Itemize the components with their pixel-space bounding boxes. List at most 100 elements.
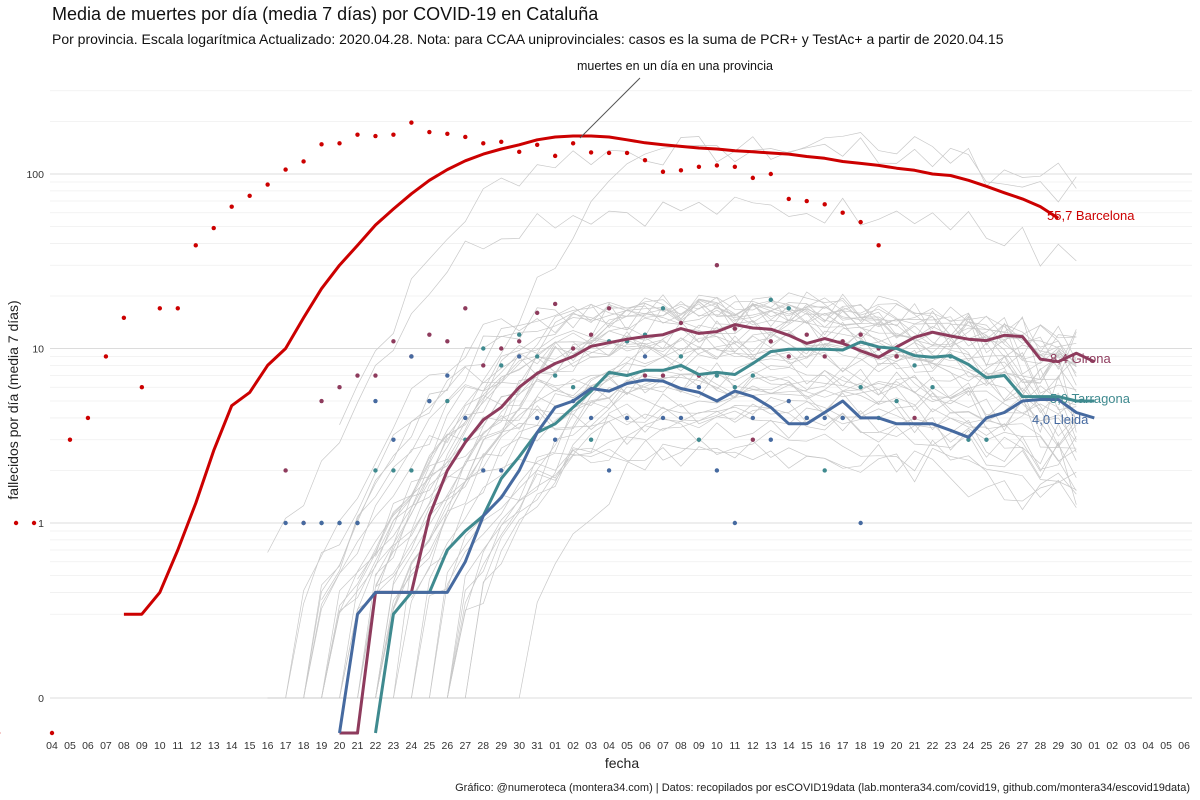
daily-point-lleida <box>534 415 540 421</box>
x-tick-label: 13 <box>765 740 777 752</box>
daily-point-lleida <box>463 415 468 421</box>
background-province-line <box>393 319 1077 699</box>
daily-point-barcelona <box>247 193 252 199</box>
background-province-line <box>285 390 1077 699</box>
background-province-line <box>303 362 1077 699</box>
daily-point-barcelona <box>732 164 738 169</box>
daily-point-barcelona <box>121 315 127 320</box>
background-province-line <box>321 443 1077 699</box>
x-tick-label: 26 <box>999 740 1011 752</box>
daily-point-barcelona <box>588 150 594 155</box>
background-province-line <box>267 370 1077 699</box>
daily-point-girona <box>552 301 558 307</box>
daily-point-lleida <box>714 468 720 473</box>
x-tick-label: 16 <box>819 740 831 752</box>
daily-point-lleida <box>858 520 863 526</box>
daily-point-girona <box>319 398 324 404</box>
x-axis-title: fecha <box>605 755 639 771</box>
background-province-line <box>303 366 1077 699</box>
daily-point-girona <box>786 354 791 359</box>
background-province-line <box>357 347 1077 699</box>
daily-point-barcelona <box>49 730 55 736</box>
x-tick-label: 20 <box>334 740 346 752</box>
daily-point-lleida <box>804 415 809 421</box>
daily-point-barcelona <box>193 243 198 248</box>
daily-point-lleida <box>373 398 378 404</box>
daily-point-barcelona <box>858 219 863 225</box>
x-tick-label: 19 <box>873 740 885 752</box>
background-province-line <box>339 403 1077 699</box>
x-tick-label: 13 <box>208 740 220 752</box>
daily-point-tarragona <box>768 297 773 303</box>
series-lines <box>123 134 1095 735</box>
y-tick-label: 0 <box>38 693 44 705</box>
daily-point-lleida <box>588 415 594 421</box>
daily-point-tarragona <box>517 332 522 337</box>
series-line-tarragona <box>374 340 1095 734</box>
background-province-line <box>357 303 1077 699</box>
daily-point-lleida <box>355 520 360 526</box>
daily-point-girona <box>732 326 738 331</box>
x-tick-label: 14 <box>783 740 795 752</box>
daily-point-lleida <box>445 373 450 378</box>
chart-title: Media de muertes por día (media 7 días) … <box>52 4 599 24</box>
daily-point-tarragona <box>373 468 378 473</box>
daily-point-girona <box>858 332 863 337</box>
daily-point-tarragona <box>732 385 738 390</box>
background-province-line <box>303 412 1077 699</box>
daily-point-barcelona <box>768 171 773 177</box>
daily-point-tarragona <box>894 398 899 404</box>
daily-point-girona <box>642 373 648 378</box>
x-tick-label: 22 <box>927 740 939 752</box>
x-tick-label: 21 <box>909 740 921 752</box>
daily-point-tarragona <box>912 363 917 368</box>
x-tick-label: 28 <box>1035 740 1047 752</box>
x-tick-label: 27 <box>459 740 471 752</box>
daily-point-barcelona <box>31 520 37 526</box>
daily-point-barcelona <box>427 129 432 135</box>
daily-point-tarragona <box>858 385 863 390</box>
daily-point-lleida <box>517 354 522 359</box>
x-tick-label: 06 <box>639 740 651 752</box>
background-province-line <box>375 302 1077 586</box>
y-tick-label: 1 <box>38 518 44 530</box>
daily-point-barcelona <box>13 520 19 526</box>
daily-point-barcelona <box>678 168 684 173</box>
daily-point-barcelona <box>499 139 504 144</box>
chart-caption: Gráfico: @numeroteca (montera34.com) | D… <box>455 782 1190 794</box>
daily-point-girona <box>463 306 468 311</box>
daily-point-lleida <box>319 520 324 526</box>
end-label-tarragona: 5,0 Tarragona <box>1050 391 1131 406</box>
x-tick-label: 24 <box>963 740 975 752</box>
daily-point-girona <box>534 310 540 316</box>
daily-point-barcelona <box>229 204 234 209</box>
x-tick-label: 11 <box>729 740 740 752</box>
daily-point-girona <box>714 263 720 268</box>
daily-point-barcelona <box>570 141 576 146</box>
daily-point-barcelona <box>319 142 324 147</box>
x-tick-label: 21 <box>352 740 364 752</box>
background-province-line <box>303 330 1077 699</box>
daily-point-barcelona <box>696 164 702 169</box>
x-tick-label: 07 <box>657 740 669 752</box>
x-tick-label: 29 <box>495 740 507 752</box>
daily-point-girona <box>283 468 288 473</box>
x-tick-label: 29 <box>1052 740 1064 752</box>
x-tick-label: 25 <box>981 740 993 752</box>
background-province-line <box>411 374 1077 699</box>
chart-subtitle: Por provincia. Escala logarítmica Actual… <box>52 31 1004 47</box>
daily-point-barcelona <box>409 120 414 125</box>
x-tick-label: 12 <box>190 740 202 752</box>
x-tick-label: 24 <box>406 740 418 752</box>
x-tick-label: 09 <box>136 740 148 752</box>
background-province-line <box>393 294 1077 699</box>
y-tick-label: 100 <box>26 169 44 181</box>
daily-point-girona <box>606 306 612 311</box>
daily-point-barcelona <box>355 132 360 137</box>
daily-point-barcelona <box>175 306 180 311</box>
daily-point-lleida <box>499 468 504 473</box>
daily-point-girona <box>750 437 756 442</box>
daily-point-girona <box>570 346 576 351</box>
x-tick-label: 16 <box>262 740 274 752</box>
